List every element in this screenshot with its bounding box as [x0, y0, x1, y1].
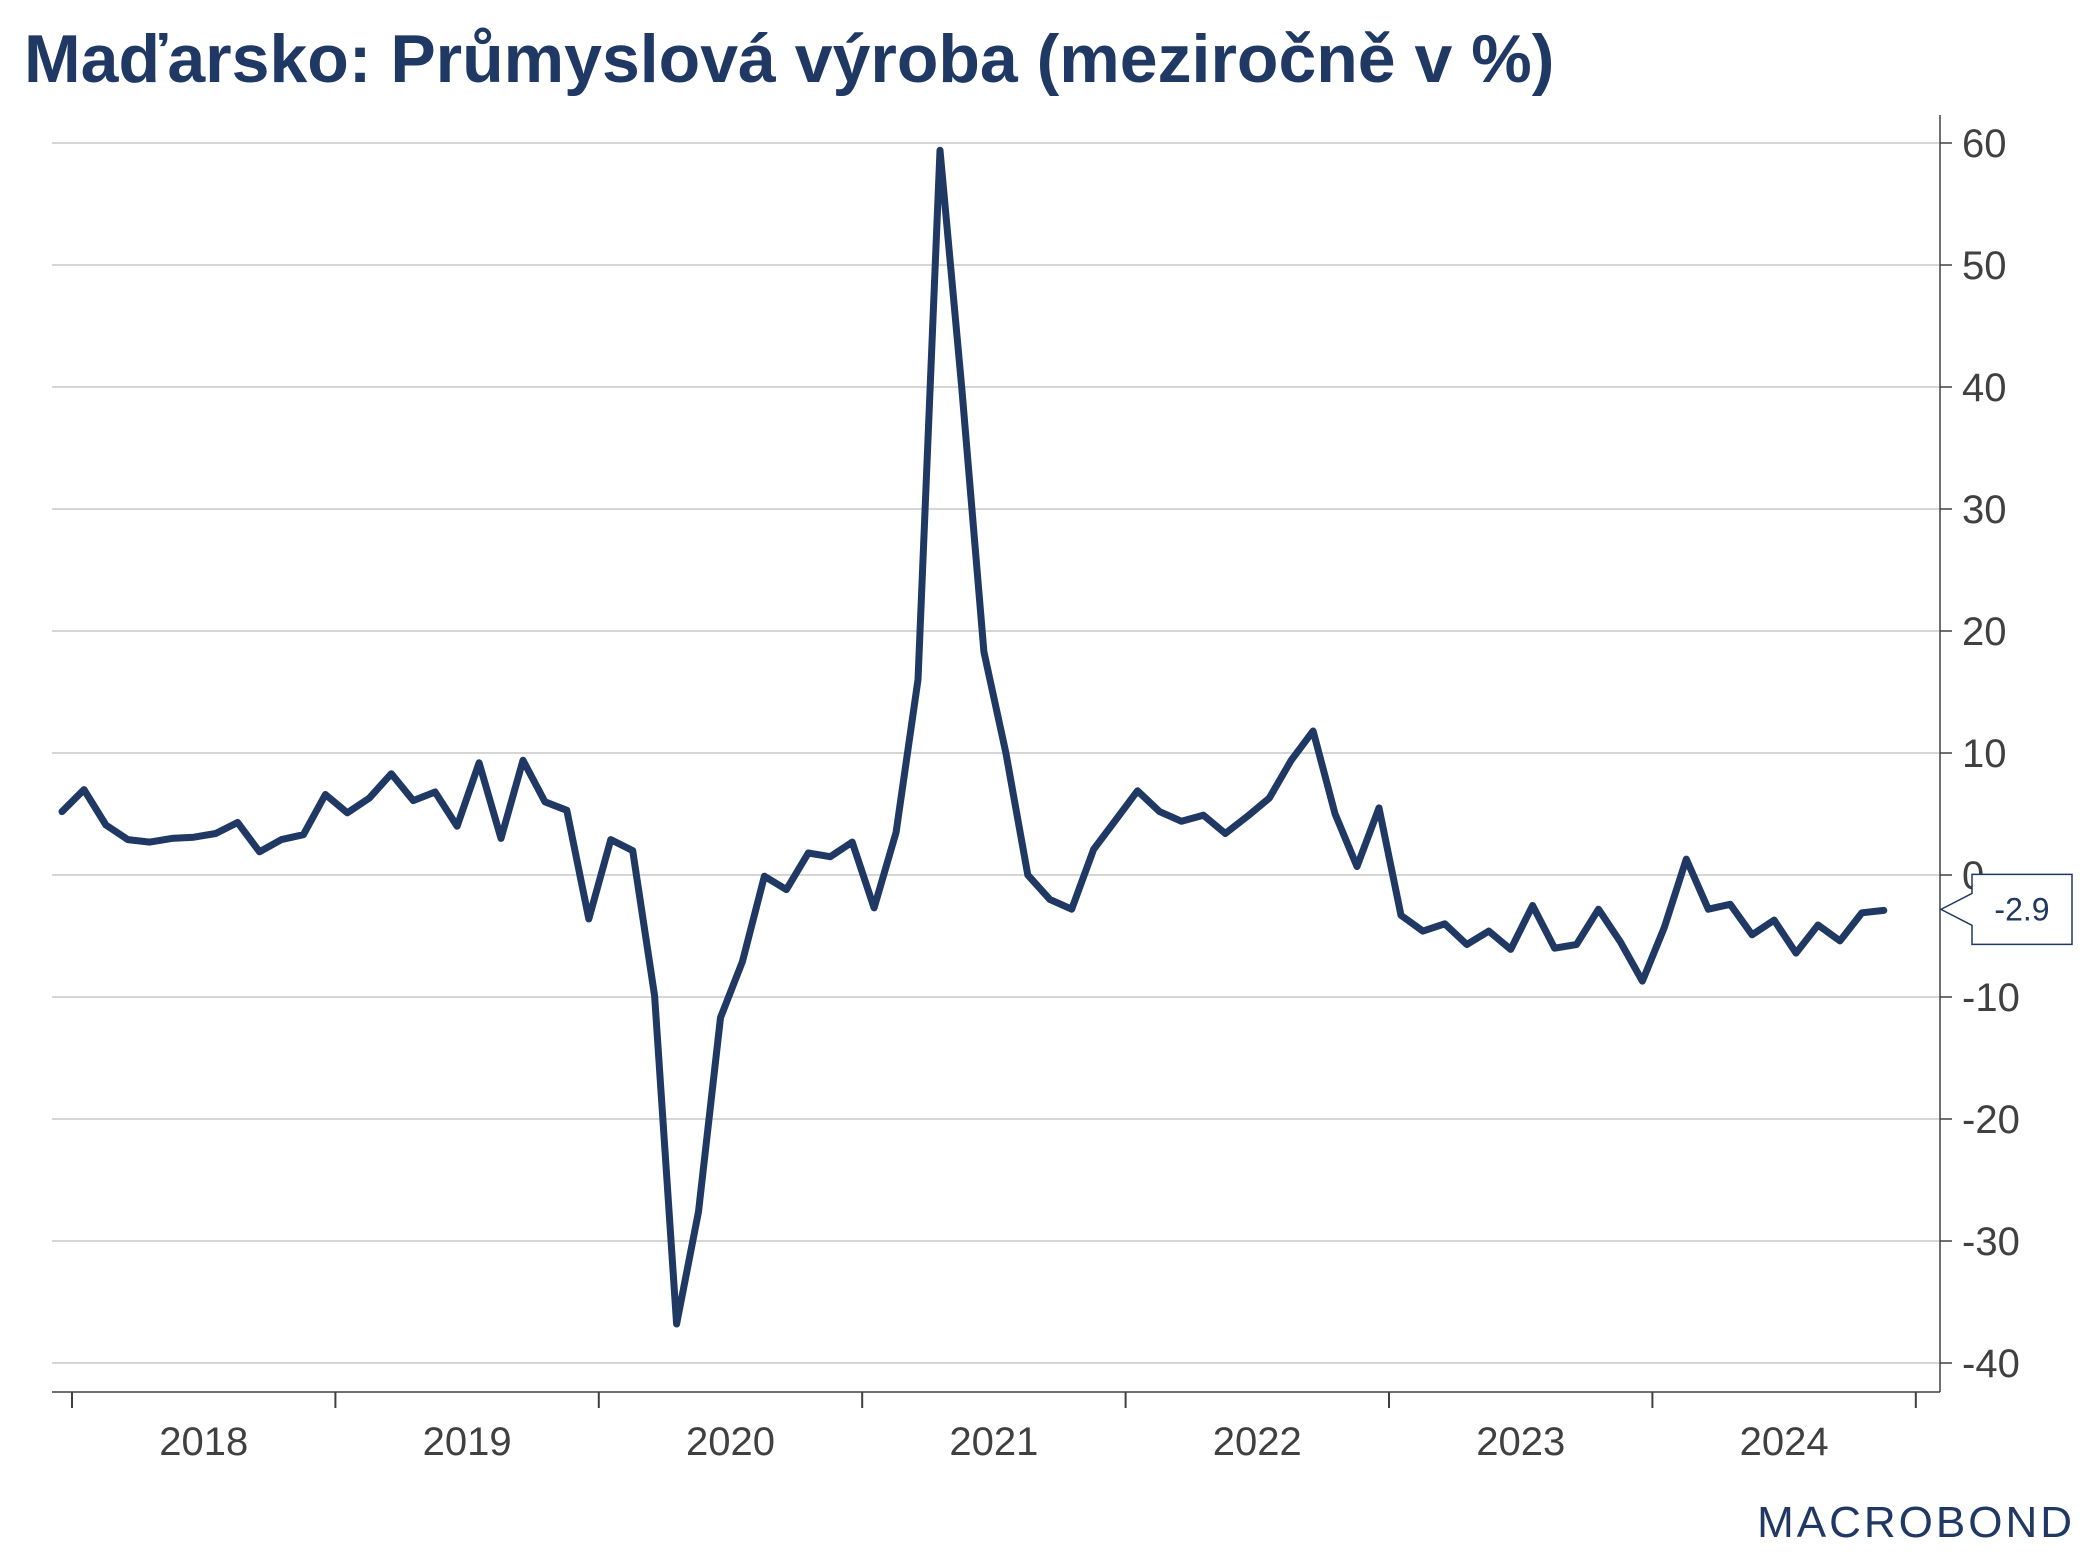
- last-value-callout: -2.9: [1939, 873, 2073, 946]
- axes: [52, 115, 1952, 1408]
- y-tick-label: -10: [1962, 976, 2020, 1020]
- y-tick-label: -30: [1962, 1220, 2020, 1264]
- series-line: [58, 146, 1888, 1328]
- chart-title: Maďarsko: Průmyslová výroba (meziročně v…: [24, 21, 1555, 97]
- x-tick-label: 2024: [1740, 1420, 1829, 1464]
- y-tick-label: 30: [1962, 488, 2007, 532]
- y-tick-label: 50: [1962, 244, 2007, 288]
- y-tick-label: 10: [1962, 732, 2007, 776]
- x-tick-label: 2022: [1213, 1420, 1302, 1464]
- x-tick-label: 2023: [1476, 1420, 1565, 1464]
- y-tick-label: 40: [1962, 366, 2007, 410]
- x-tick-label: 2019: [423, 1420, 512, 1464]
- y-tick-label: 20: [1962, 610, 2007, 654]
- grid-lines: [52, 142, 1940, 1364]
- x-tick-label: 2020: [686, 1420, 775, 1464]
- x-axis-tick-labels: 2018 2019 2020 2021 2022 2023 2024: [159, 1420, 1828, 1464]
- y-tick-label: -40: [1962, 1342, 2020, 1386]
- series-group: [58, 146, 1888, 1328]
- macrobond-logo: MACROBOND: [1757, 1498, 2075, 1547]
- x-tick-label: 2021: [949, 1420, 1038, 1464]
- y-tick-label: 60: [1962, 122, 2007, 166]
- x-tick-label: 2018: [159, 1420, 248, 1464]
- y-tick-label: -20: [1962, 1098, 2020, 1142]
- last-value-label: -2.9: [1994, 891, 2049, 927]
- y-axis-tick-labels: 6050403020100-10-20-30-40: [1962, 122, 2020, 1386]
- last-value-box: [1939, 873, 2073, 946]
